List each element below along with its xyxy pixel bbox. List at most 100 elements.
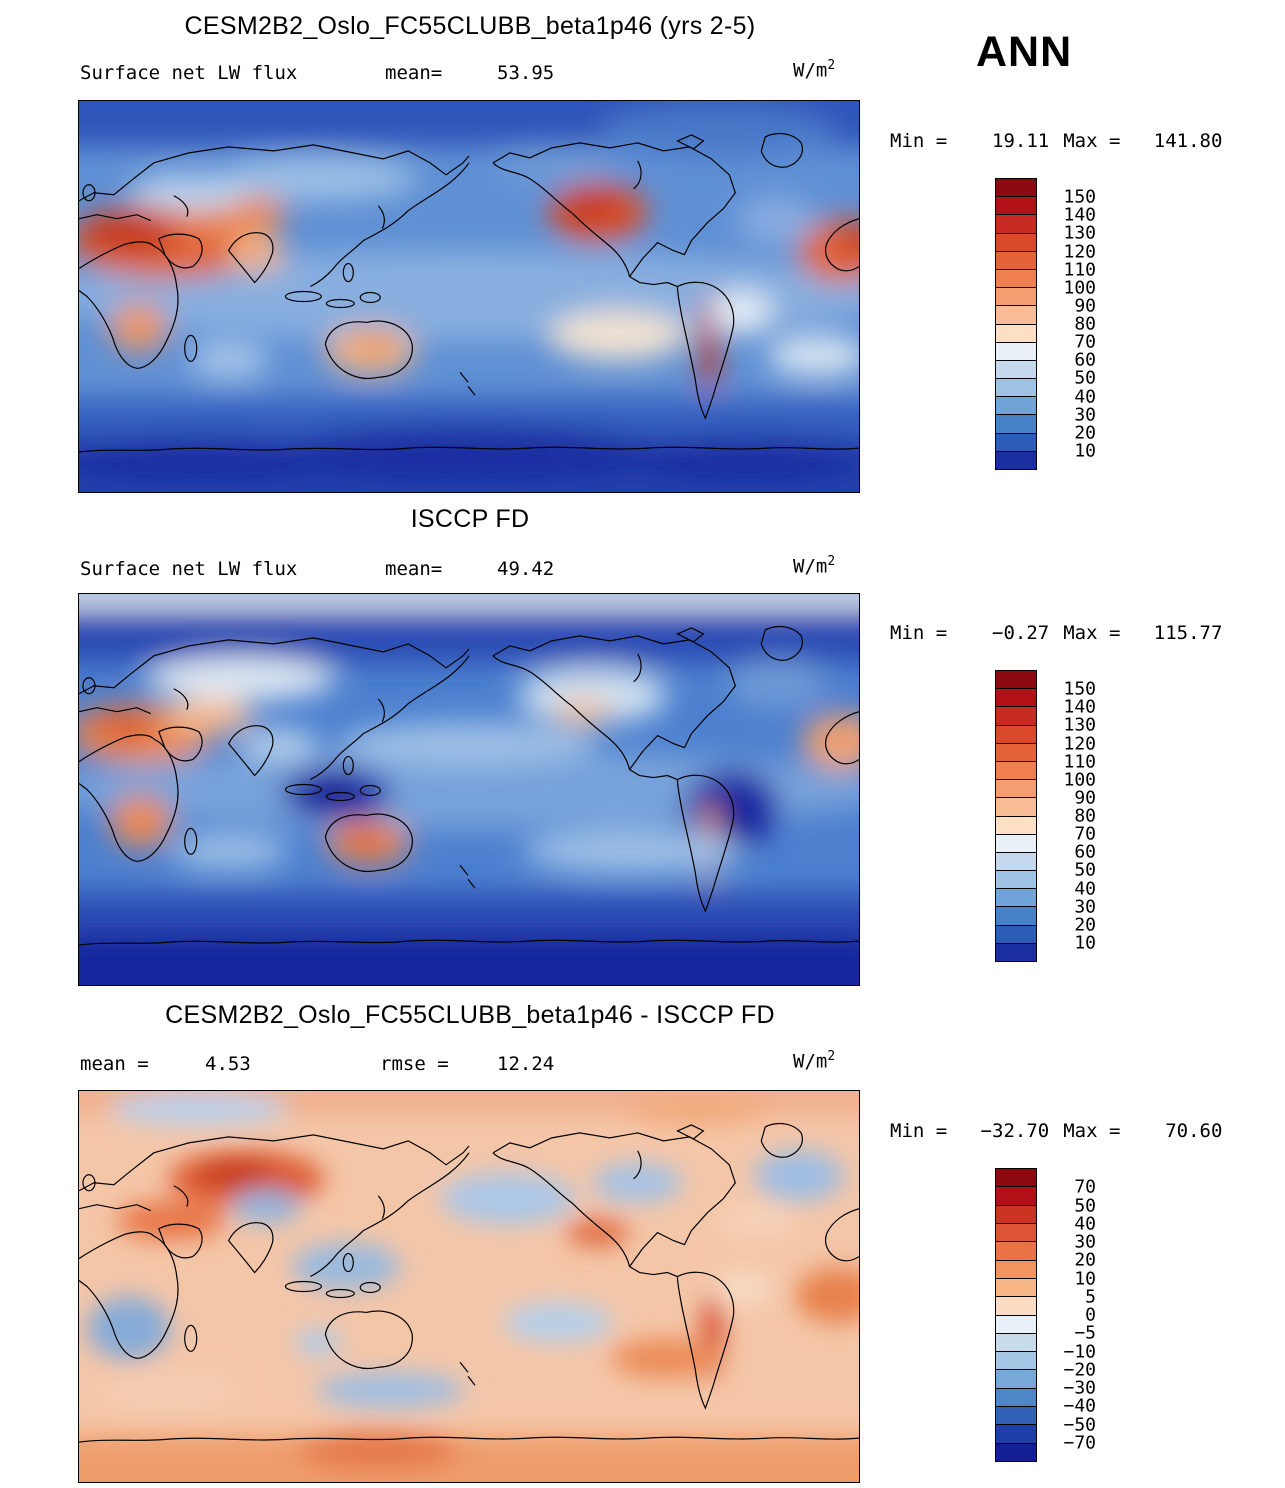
panel3-mean-label: mean =	[80, 1053, 149, 1075]
panel1-max-label: Max =	[1063, 130, 1121, 152]
colorbar-tick-label: 70	[1074, 331, 1096, 353]
colorbar-segment	[996, 870, 1036, 889]
colorbar-tick-label: 60	[1074, 841, 1096, 863]
colorbar-segment	[996, 724, 1036, 743]
colorbar-tick-label: 140	[1063, 204, 1096, 226]
colorbar-tick-label: 130	[1063, 222, 1096, 244]
panel2-max-label: Max =	[1063, 622, 1121, 644]
panel3-units-label: W/m2	[793, 1049, 835, 1072]
colorbar-tick-label: −5	[1074, 1322, 1096, 1344]
colorbar-segment	[996, 760, 1036, 780]
colorbar-tick-label: 30	[1074, 1231, 1096, 1253]
colorbar-segment	[996, 815, 1036, 834]
colorbar-segment	[996, 1241, 1036, 1260]
colorbar-segment	[996, 378, 1036, 397]
panel3-mean-value: 4.53	[205, 1053, 251, 1075]
panel1-colorbar: 150 140 130 120 110 100 90 80 70 60 50 40 30 20 10	[995, 178, 1096, 470]
panel2-min-value: −0.27	[992, 622, 1050, 644]
panel1-stats-row: Surface net LW flux mean= 53.95 W/m2	[0, 58, 940, 90]
panel2-title: ISCCP FD	[410, 505, 530, 533]
colorbar-tick-label: 0	[1085, 1304, 1096, 1326]
panel2-min-label: Min =	[890, 622, 948, 644]
colorbar-tick-label: 90	[1074, 295, 1096, 317]
colorbar-segment	[996, 432, 1036, 451]
colorbar-tick-label: 50	[1074, 367, 1096, 389]
colorbar-segment	[996, 305, 1036, 324]
colorbar-segment	[996, 341, 1036, 360]
colorbar-tick-label: −50	[1063, 1414, 1096, 1435]
colorbar-segment	[996, 359, 1036, 379]
colorbar-segment	[996, 1204, 1036, 1223]
colorbar-tick-label: 30	[1074, 896, 1096, 918]
colorbar-tick-label: 100	[1063, 769, 1096, 791]
colorbar-segment	[996, 1442, 1036, 1461]
model-map-svg	[79, 101, 859, 492]
colorbar-tick-label: −20	[1063, 1359, 1096, 1381]
model-map	[78, 100, 860, 493]
panel1-minmax-row: Min = 19.11 Max = 141.80	[890, 130, 1222, 152]
panel2-mean-value: 49.42	[497, 558, 555, 580]
panel3-min-label: Min =	[890, 1120, 948, 1142]
panel2-units-label: W/m2	[793, 554, 835, 577]
colorbar-tick-label: 100	[1063, 277, 1096, 299]
colorbar-tick-label: 120	[1063, 241, 1096, 262]
colorbar-segment	[996, 888, 1036, 907]
colorbar-tick-label: 5	[1085, 1286, 1096, 1308]
colorbar-tick-label: 40	[1074, 386, 1096, 407]
panel3-rmse-value: 12.24	[497, 1053, 555, 1075]
colorbar-segment	[996, 1169, 1036, 1187]
panel1-variable-label: Surface net LW flux	[80, 62, 298, 84]
difference-map-svg	[79, 1091, 859, 1482]
colorbar-segment	[996, 179, 1036, 197]
panel2-variable-label: Surface net LW flux	[80, 558, 298, 580]
colorbar-segment	[996, 833, 1036, 852]
colorbar-tick-label: 150	[1063, 186, 1096, 208]
panel1-units-label: W/m2	[793, 58, 835, 81]
panel2-minmax-row: Min = −0.27 Max = 115.77	[890, 622, 1222, 644]
panel1-min-value: 19.11	[992, 130, 1050, 152]
colorbar-segment	[996, 1424, 1036, 1443]
colorbar-tick-label: 90	[1074, 787, 1096, 809]
colorbar-tick-label: 10	[1074, 1268, 1096, 1289]
colorbar-segment	[996, 1369, 1036, 1388]
colorbar-segment	[996, 1222, 1036, 1242]
units-exponent: 2	[827, 58, 836, 73]
colorbar-tick-label: 110	[1063, 259, 1096, 281]
colorbar-tick-label: 70	[1074, 823, 1096, 845]
colorbar-segment	[996, 1186, 1036, 1205]
model-field-blobs	[79, 101, 859, 492]
colorbar-segment	[996, 196, 1036, 215]
colorbar-tick-label: 130	[1063, 714, 1096, 736]
colorbar-segment	[996, 779, 1036, 798]
colorbar-segment	[996, 1406, 1036, 1425]
difference-field-blobs	[79, 1091, 859, 1482]
colorbar-tick-label: 110	[1063, 751, 1096, 773]
panel3-max-label: Max =	[1063, 1120, 1121, 1142]
colorbar-tick-label: 50	[1074, 859, 1096, 881]
colorbar-segment	[996, 250, 1036, 269]
panel3-max-value: 70.60	[1165, 1120, 1223, 1142]
difference-map	[78, 1090, 860, 1483]
units-base: W/m	[793, 1050, 828, 1073]
colorbar-tick-label: 10	[1074, 440, 1096, 462]
colorbar-segment	[996, 851, 1036, 871]
colorbar-segment	[996, 232, 1036, 251]
colorbar-segment	[996, 1296, 1036, 1315]
panel3-rmse-label: rmse =	[380, 1053, 449, 1075]
colorbar-segment	[996, 323, 1036, 342]
colorbar-tick-label: −40	[1063, 1395, 1096, 1417]
colorbar-tick-label: −10	[1063, 1341, 1096, 1362]
colorbar-segment	[996, 1277, 1036, 1297]
panel1-title: CESM2B2_Oslo_FC55CLUBB_beta1p46 (yrs 2-5…	[184, 12, 756, 40]
colorbar-tick-label: 30	[1074, 404, 1096, 426]
colorbar-tick-label: 70	[1074, 1176, 1096, 1198]
colorbar-tick-label: 80	[1074, 805, 1096, 827]
panel1-mean-label: mean=	[385, 62, 443, 84]
units-exponent: 2	[827, 1049, 836, 1064]
units-exponent: 2	[827, 554, 836, 569]
colorbar-segment	[996, 450, 1036, 469]
colorbar-segment	[996, 906, 1036, 925]
colorbar-tick-label: −30	[1063, 1377, 1096, 1399]
colorbar-tick-label: 50	[1074, 1195, 1096, 1216]
colorbar-segment	[996, 688, 1036, 707]
